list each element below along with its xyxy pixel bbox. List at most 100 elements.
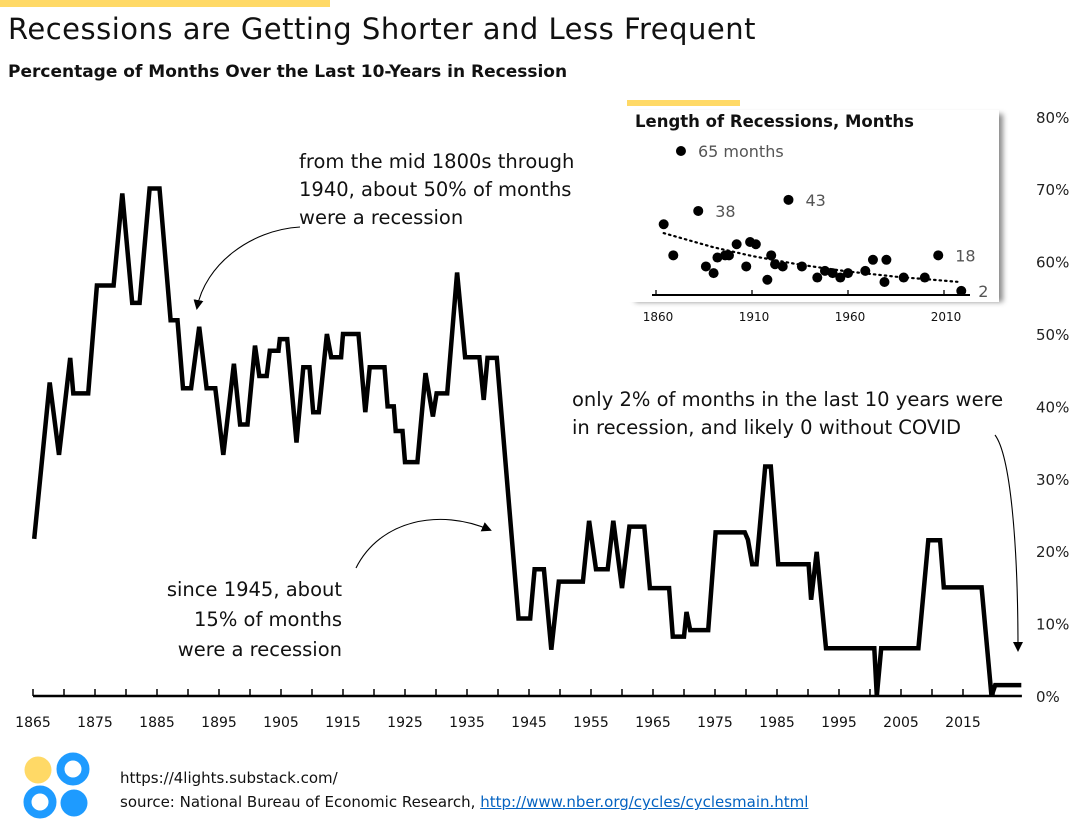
x-tick-label: 1975 (697, 715, 733, 731)
annotation-last-decade: only 2% of months in the last 10 years w… (572, 386, 1003, 442)
y-tick-label: 20% (1036, 543, 1069, 561)
inset-data-point (898, 272, 909, 283)
inset-panel (627, 110, 999, 302)
inset-data-point (867, 254, 878, 265)
inset-data-point (750, 239, 761, 250)
inset-data-point (708, 268, 719, 279)
inset-trendline (662, 232, 959, 283)
main-series (31, 186, 1022, 697)
annotation-line: since 1945, about (166, 578, 342, 601)
x-tick-label: 1905 (263, 715, 299, 731)
x-tick-label: 1925 (387, 715, 423, 731)
recession-share-line (31, 186, 1022, 697)
inset-data-point (783, 194, 794, 205)
inset-x-tick-label: 2010 (931, 310, 962, 324)
inset-x-tick-label: 1910 (739, 310, 770, 324)
logo-blue-ring (23, 785, 57, 819)
inset-data-point (843, 268, 853, 279)
inset-title: Length of Recessions, Months (635, 112, 914, 131)
x-tick-label: 2015 (945, 715, 981, 731)
inset-data-point (796, 261, 807, 272)
inset-scatter: 1860 1910 1960 2010 65 months 38 43 182 (643, 142, 989, 324)
inset-data-point (700, 261, 711, 272)
inset-data-point (827, 268, 838, 279)
x-tick-label: 1995 (821, 715, 857, 731)
x-tick-label: 1935 (449, 715, 485, 731)
inset-data-point (770, 259, 781, 270)
annotation-line: were a recession (299, 206, 464, 229)
annotation-pre-1940: from the mid 1800s through 1940, about 5… (299, 148, 574, 232)
arrow-to-post-1945 (355, 518, 492, 569)
annotation-line: in recession, and likely 0 without COVID (572, 416, 962, 439)
y-tick-label: 40% (1036, 398, 1069, 416)
x-tick-label: 1885 (139, 715, 175, 731)
annotation-post-1945: since 1945, about 15% of months were a r… (110, 575, 342, 665)
annotation-line: were a recession (177, 638, 342, 661)
annotation-line: only 2% of months in the last 10 years w… (572, 388, 1004, 411)
inset-data-point (881, 254, 892, 265)
chart-subtitle: Percentage of Months Over the Last 10-Ye… (8, 62, 568, 82)
inset-accent-bar (627, 100, 740, 106)
annotation-line: from the mid 1800s through (299, 150, 575, 173)
inset-data-point (658, 219, 669, 230)
x-tick-label: 1915 (325, 715, 361, 731)
logo-blue-dot (60, 789, 88, 817)
annotation-arrows (193, 226, 1023, 652)
y-tick-label: 30% (1036, 471, 1069, 489)
logo (23, 752, 90, 819)
page-title: Recessions are Getting Shorter and Less … (8, 12, 757, 46)
x-axis: 1865 1875 1885 1895 1905 1915 1925 1935 1945 1955… (15, 689, 1022, 731)
footer: https://4lights.substack.com/ source: Na… (120, 766, 808, 814)
y-tick-label: 60% (1036, 254, 1069, 272)
x-tick-label: 1955 (573, 715, 609, 731)
inset-data-point (812, 272, 823, 283)
inset-point-label: 38 (715, 202, 735, 221)
arrow-to-pre-1940 (193, 226, 301, 310)
x-tick-label: 1895 (201, 715, 237, 731)
inset-data-point (723, 250, 734, 261)
inset-data-point (956, 285, 967, 296)
title-accent-bar (0, 0, 330, 7)
source-line: source: National Bureau of Economic Rese… (120, 790, 808, 814)
site-url: https://4lights.substack.com/ (120, 769, 338, 787)
x-tick-label: 1985 (759, 715, 795, 731)
y-tick-label: 0% (1036, 688, 1060, 706)
inset-data-point (860, 265, 871, 276)
logo-yellow-dot (24, 756, 52, 784)
annotation-line: 15% of months (194, 608, 342, 631)
x-tick-label: 1965 (635, 715, 671, 731)
x-tick-label: 1945 (511, 715, 547, 731)
inset-data-point (819, 265, 830, 276)
arrow-to-last-decade (994, 434, 1023, 652)
inset-data-point (766, 250, 777, 261)
y-tick-label: 10% (1036, 616, 1069, 634)
x-tick-label: 1865 (15, 715, 51, 731)
y-axis-labels: 0% 10% 20% 30% 40% 50% 60% 70% 80% (1036, 109, 1069, 706)
y-tick-label: 80% (1036, 109, 1069, 127)
inset-data-point (693, 205, 704, 216)
inset-point-label: 65 months (698, 142, 784, 161)
source-link[interactable]: http://www.nber.org/cycles/cyclesmain.ht… (480, 793, 809, 811)
source-label: source: National Bureau of Economic Rese… (120, 793, 481, 811)
logo-blue-ring (56, 752, 90, 786)
annotation-line: 1940, about 50% of months (299, 178, 572, 201)
inset-x-tick-label: 1960 (835, 310, 866, 324)
inset-data-point (762, 274, 773, 285)
inset-data-point (933, 250, 944, 261)
inset-data-point (879, 276, 890, 287)
inset-data-point (835, 272, 846, 283)
x-tick-label: 2005 (883, 715, 919, 731)
inset-data-point (731, 239, 742, 250)
inset-data-point (919, 272, 930, 283)
y-tick-label: 50% (1036, 326, 1069, 344)
inset-point-label: 43 (805, 191, 825, 210)
inset-data-point (777, 261, 788, 272)
inset-data-point (675, 146, 686, 156)
inset-x-tick-label: 1860 (643, 310, 674, 324)
x-tick-label: 1875 (77, 715, 113, 731)
inset-point-label: 18 (955, 246, 975, 265)
inset-point-label: 2 (978, 282, 988, 301)
inset-data-point (741, 261, 752, 272)
inset-data-point (712, 252, 723, 263)
